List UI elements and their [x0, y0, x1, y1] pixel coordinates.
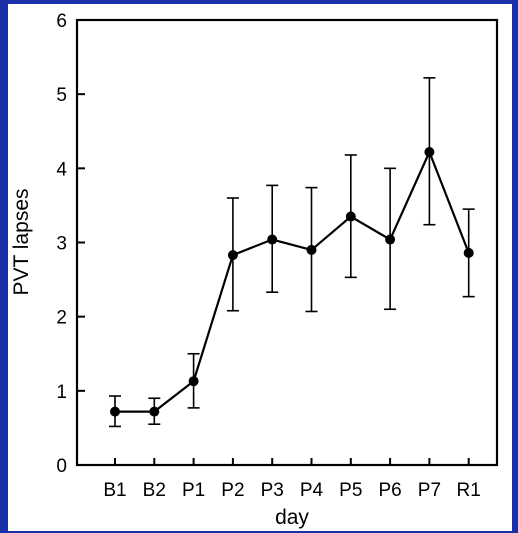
error-bars: [109, 77, 475, 428]
data-point-p3: [267, 234, 278, 245]
y-axis-title: PVT lapses: [10, 189, 33, 296]
chart-panel: [8, 4, 512, 531]
y-tick-label: 0: [56, 456, 67, 477]
data-point-p2: [227, 250, 238, 261]
y-tick-label: 5: [56, 85, 67, 106]
data-point-b1: [110, 406, 120, 417]
data-point-p5: [345, 211, 356, 222]
x-axis: B1 B2 P1 P2 P3 P4 P5 P6 P7 R1: [103, 458, 481, 501]
x-tick-label: P4: [300, 480, 324, 501]
x-tick-label: P1: [182, 480, 205, 501]
x-tick-label: B2: [143, 480, 166, 501]
x-tick-label: P5: [339, 480, 362, 501]
data-point-p4: [306, 244, 317, 255]
y-tick-label: 2: [56, 308, 67, 329]
y-axis: 0 1 2 3 4 5 6: [56, 11, 85, 477]
data-point-b2: [149, 406, 160, 417]
data-point-p6: [385, 234, 396, 245]
y-tick-label: 4: [56, 159, 67, 180]
x-tick-label: B1: [103, 480, 126, 501]
data-point-p1: [188, 376, 199, 387]
data-point-p7: [424, 147, 435, 158]
x-tick-label: P6: [378, 480, 401, 501]
x-tick-label: P7: [418, 480, 441, 501]
x-axis-title: day: [275, 506, 309, 529]
y-tick-label: 3: [56, 234, 67, 255]
y-tick-label: 1: [56, 382, 67, 403]
x-tick-label: P2: [221, 480, 244, 501]
x-tick-label: P3: [261, 480, 284, 501]
series-line: [115, 149, 470, 413]
data-points: [110, 147, 474, 417]
data-point-r1: [463, 247, 474, 258]
x-tick-label: R1: [457, 480, 481, 501]
y-tick-label: 6: [56, 11, 67, 32]
